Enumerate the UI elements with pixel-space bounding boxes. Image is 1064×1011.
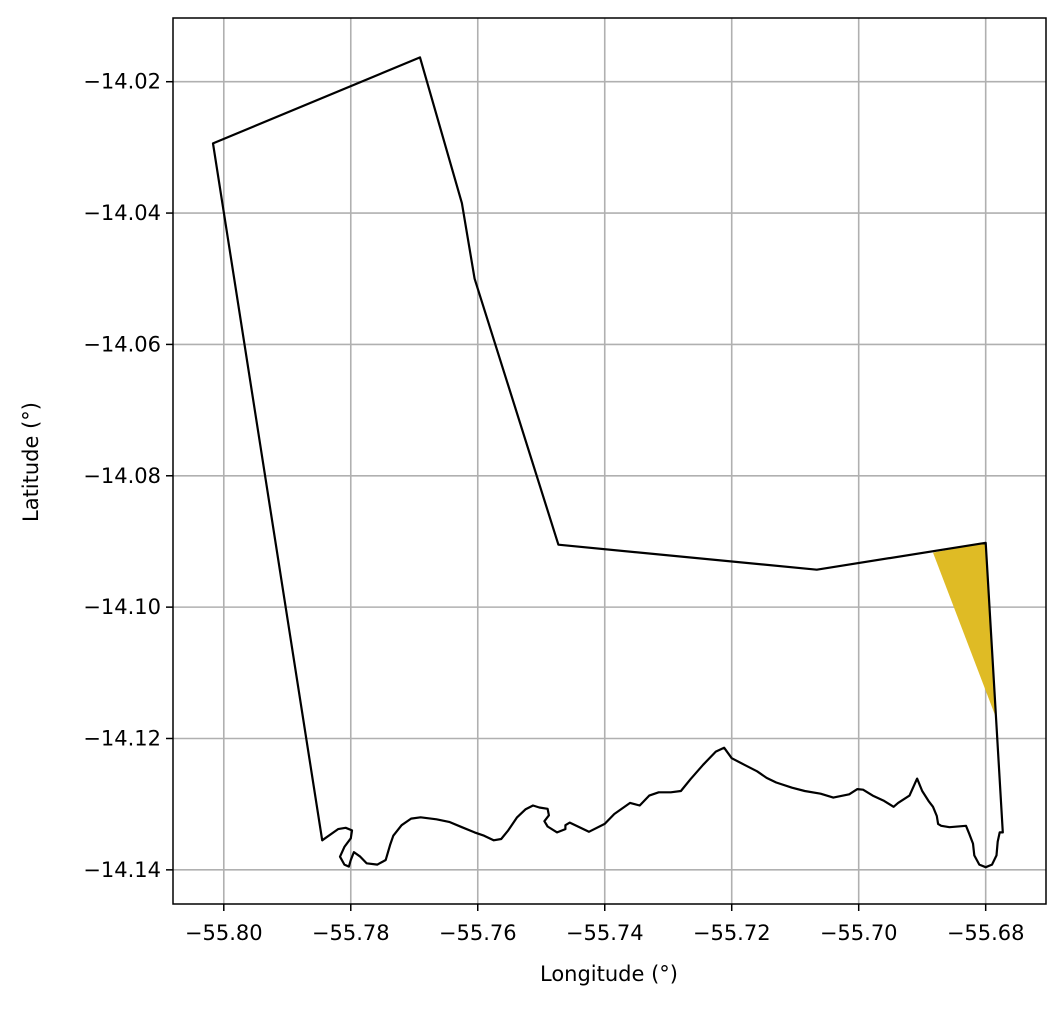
ticks: −55.80 −55.78 −55.76 −55.74 −55.72 −55.70 −55.… — [83, 70, 1024, 945]
y-tick-label: −14.08 — [83, 464, 161, 488]
y-tick-label: −14.12 — [83, 726, 161, 750]
x-tick-label: −55.78 — [312, 921, 390, 945]
x-tick-label: −55.72 — [693, 921, 771, 945]
grid — [173, 18, 1046, 904]
y-tick-label: −14.02 — [83, 70, 161, 94]
y-axis-label: Latitude (°) — [19, 402, 43, 522]
boundary-outline — [211, 56, 1004, 869]
y-tick-label: −14.06 — [83, 332, 161, 356]
x-tick-label: −55.76 — [439, 921, 517, 945]
y-tick-label: −14.10 — [83, 595, 161, 619]
x-tick-label: −55.80 — [185, 921, 263, 945]
plot-data — [211, 56, 1004, 869]
x-tick-label: −55.74 — [566, 921, 644, 945]
x-axis-label: Longitude (°) — [540, 962, 678, 986]
highlight-region — [933, 542, 996, 716]
y-tick-label: −14.14 — [83, 858, 161, 882]
axes-frame — [172, 17, 1047, 905]
x-tick-label: −55.70 — [820, 921, 898, 945]
x-tick-label: −55.68 — [947, 921, 1025, 945]
y-tick-label: −14.04 — [83, 201, 161, 225]
